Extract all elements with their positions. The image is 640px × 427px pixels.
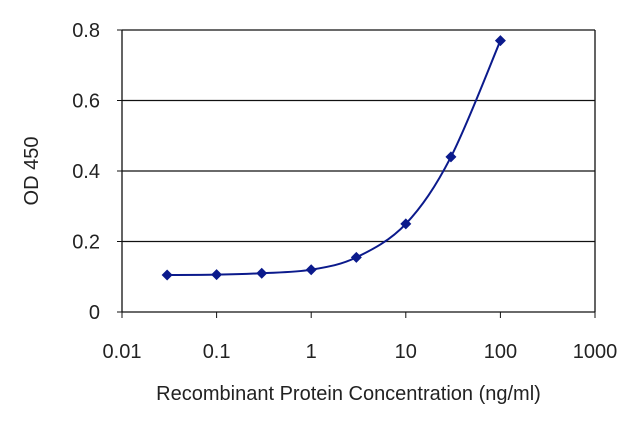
data-point (256, 267, 268, 279)
y-tick-label: 0.6 (72, 91, 100, 113)
data-markers (161, 35, 506, 281)
data-point (494, 35, 506, 47)
y-tick-label: 0 (89, 302, 100, 324)
x-tick-label: 100 (484, 341, 517, 363)
tick-labels: 0 0.2 0.4 0.6 0.8 0.01 0.1 1 10 100 1000 (72, 20, 617, 363)
y-tick-label: 0.2 (72, 232, 100, 254)
data-point (445, 151, 457, 163)
y-axis-label: OD 450 (21, 137, 43, 206)
grid-lines (122, 29, 595, 243)
data-point (350, 251, 362, 263)
data-point (161, 269, 173, 281)
x-axis-label: Recombinant Protein Concentration (ng/ml… (156, 383, 541, 405)
y-tick-label: 0.8 (72, 20, 100, 42)
axes (117, 29, 596, 318)
data-point (400, 218, 412, 230)
x-tick-label: 1000 (573, 341, 618, 363)
data-point (211, 269, 223, 281)
data-point (305, 264, 317, 276)
x-tick-label: 0.01 (103, 341, 142, 363)
y-tick-label: 0.4 (72, 161, 100, 183)
x-tick-label: 1 (306, 341, 317, 363)
x-tick-label: 10 (395, 341, 417, 363)
x-tick-label: 0.1 (203, 341, 231, 363)
